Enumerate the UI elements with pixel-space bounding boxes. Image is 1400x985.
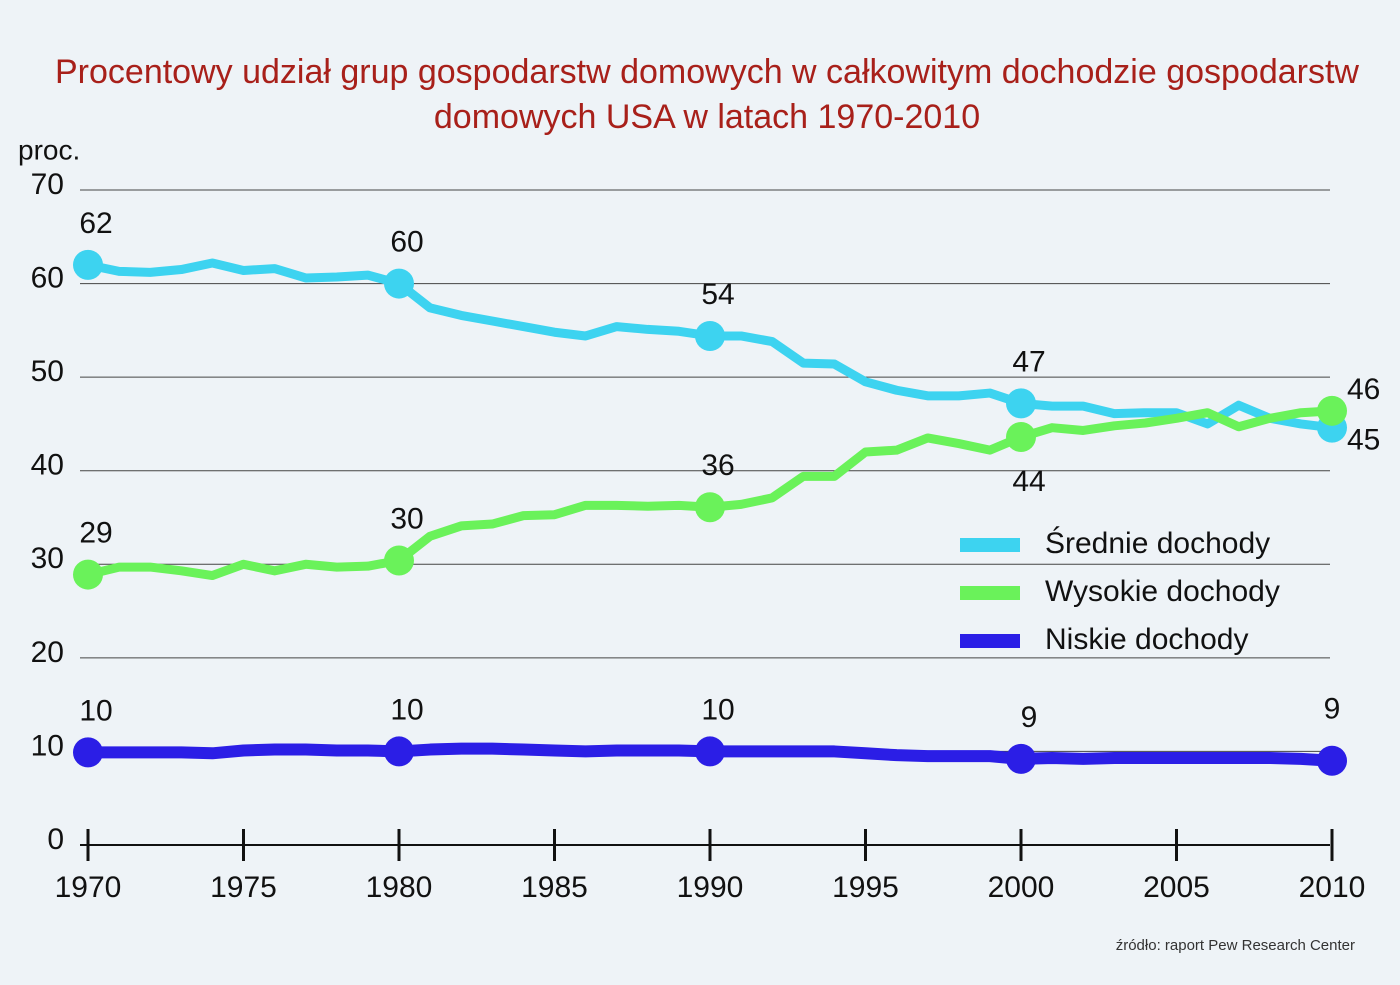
y-tick-label: 20 [31, 636, 64, 669]
data-label: 47 [1012, 345, 1045, 378]
x-tick-label: 1970 [55, 871, 122, 904]
x-tick-label: 2010 [1299, 871, 1366, 904]
data-point [73, 559, 103, 590]
data-point [695, 492, 725, 523]
data-label: 10 [701, 693, 734, 726]
y-tick-label: 50 [31, 355, 64, 388]
y-tick-label: 70 [31, 168, 64, 201]
x-tick-label: 1995 [832, 871, 899, 904]
y-tick-label: 60 [31, 261, 64, 294]
y-tick-label: 10 [31, 729, 64, 762]
data-label: 9 [1324, 693, 1341, 726]
data-point [73, 249, 103, 280]
legend-swatch [960, 586, 1020, 600]
legend-swatch [960, 634, 1020, 648]
data-label: 29 [79, 517, 112, 550]
data-label: 60 [390, 225, 423, 258]
legend-label: Niskie dochody [1045, 623, 1248, 656]
legend-label: Średnie dochody [1045, 526, 1270, 560]
data-point [1317, 745, 1347, 776]
y-tick-label: 30 [31, 542, 64, 575]
data-label: 46 [1347, 373, 1380, 406]
data-label: 10 [79, 694, 112, 727]
y-tick-label: 40 [31, 449, 64, 482]
data-point [384, 545, 414, 576]
data-label: 44 [1012, 465, 1045, 498]
legend-label: Wysokie dochody [1045, 575, 1280, 608]
x-tick-label: 2005 [1143, 871, 1210, 904]
data-point [1006, 422, 1036, 453]
data-point [695, 320, 725, 351]
chart-title: Procentowy udział grup gospodarstw domow… [55, 53, 1359, 136]
data-label: 36 [701, 449, 734, 482]
data-label: 45 [1347, 424, 1380, 457]
y-tick-label: 0 [47, 823, 64, 856]
x-tick-label: 1985 [521, 871, 588, 904]
x-tick-label: 1980 [366, 871, 433, 904]
data-label: 30 [390, 502, 423, 535]
data-point [1317, 395, 1347, 426]
data-point [384, 736, 414, 767]
data-point [384, 268, 414, 299]
data-point [73, 737, 103, 768]
data-label: 54 [701, 278, 734, 311]
y-axis-label: proc. [18, 134, 80, 165]
data-label: 62 [79, 207, 112, 240]
data-point [1006, 388, 1036, 419]
x-tick-label: 1975 [210, 871, 277, 904]
data-label: 9 [1021, 701, 1038, 734]
data-point [695, 736, 725, 767]
data-point [1006, 743, 1036, 774]
x-tick-label: 1990 [677, 871, 744, 904]
source-note: źródło: raport Pew Research Center [1116, 937, 1355, 954]
legend-swatch [960, 538, 1020, 552]
data-label: 10 [390, 693, 423, 726]
x-tick-label: 2000 [988, 871, 1055, 904]
